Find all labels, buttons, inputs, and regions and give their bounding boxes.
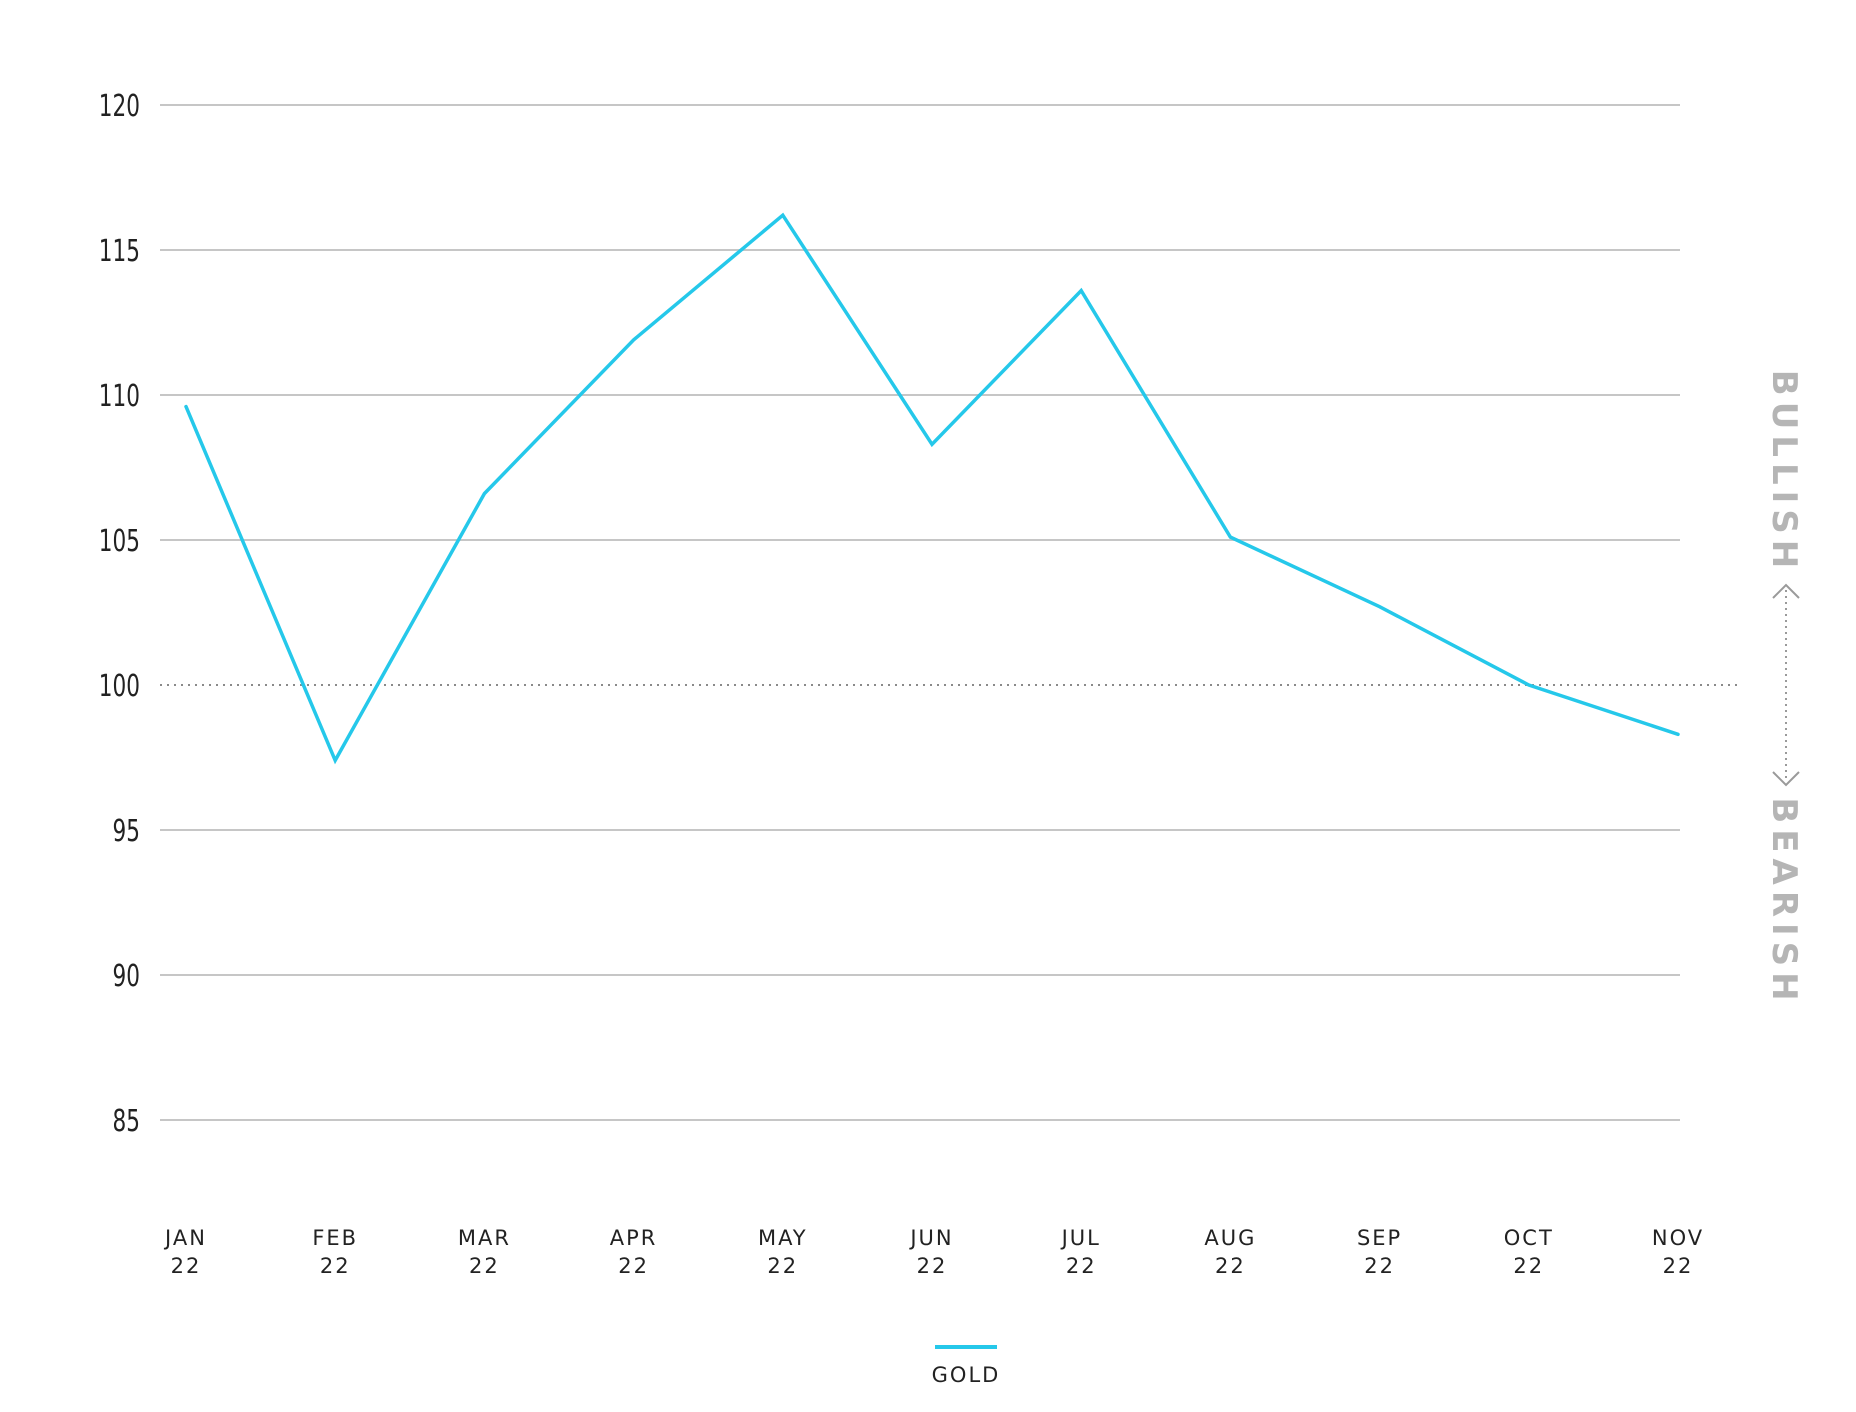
x-tick-year: 22 [618,1254,649,1278]
x-tick-year: 22 [917,1254,948,1278]
x-tick-month: NOV [1652,1226,1704,1250]
legend: GOLD [932,1345,1001,1387]
x-tick-month: MAR [458,1226,511,1250]
x-tick-sep: SEP 22 [1357,1226,1402,1278]
x-tick-apr: APR 22 [610,1226,658,1278]
x-tick-aug: AUG 22 [1204,1226,1256,1278]
y-tick-label: 120 [99,90,140,124]
x-tick-mar: MAR 22 [458,1226,511,1278]
x-tick-year: 22 [320,1254,351,1278]
legend-label-gold: GOLD [932,1363,1001,1387]
x-tick-year: 22 [171,1254,202,1278]
x-tick-month: APR [610,1226,658,1250]
x-tick-year: 22 [1215,1254,1246,1278]
y-tick-label: 85 [113,1105,140,1139]
x-tick-month: JAN [163,1226,207,1250]
x-tick-month: AUG [1204,1226,1256,1250]
y-tick-label: 95 [113,815,140,849]
series-lines [184,212,1680,765]
y-tick-label: 105 [99,525,140,559]
arrow-down-icon [1772,771,1800,787]
y-tick-label: 110 [99,380,140,414]
arrow-up-icon [1772,583,1800,599]
x-tick-year: 22 [1663,1254,1694,1278]
x-tick-year: 22 [1066,1254,1097,1278]
x-axis-ticks: JAN 22 FEB 22 MAR 22 APR 22 MAY 22 JUN 22 JUL 22 AUG 22… [163,1226,1704,1278]
x-tick-oct: OCT 22 [1504,1226,1554,1278]
x-tick-jul: JUL 22 [1060,1226,1101,1278]
bearish-label: BEARISH [1764,797,1804,1006]
x-tick-month: JUN [908,1226,953,1250]
y-axis-ticks: 120 115 110 105 100 95 90 85 [99,90,140,1139]
x-tick-year: 22 [1513,1254,1544,1278]
y-tick-label: 115 [99,235,140,269]
x-tick-month: FEB [312,1226,358,1250]
x-tick-month: SEP [1357,1226,1402,1250]
x-tick-nov: NOV 22 [1652,1226,1704,1278]
x-tick-year: 22 [1364,1254,1395,1278]
sentiment-indicator: BULLISH BEARISH [1764,370,1804,1007]
x-tick-month: JUL [1060,1226,1101,1250]
x-tick-jan: JAN 22 [163,1226,207,1278]
bullish-label: BULLISH [1764,370,1804,574]
gridlines [160,104,1742,1121]
x-tick-feb: FEB 22 [312,1226,358,1278]
x-tick-year: 22 [767,1254,798,1278]
y-tick-label: 90 [113,960,140,994]
x-tick-year: 22 [469,1254,500,1278]
x-tick-month: MAY [758,1226,808,1250]
y-tick-label: 100 [99,670,140,704]
x-tick-may: MAY 22 [758,1226,808,1278]
series-line-gold [184,212,1680,765]
x-tick-month: OCT [1504,1226,1554,1250]
x-tick-jun: JUN 22 [908,1226,953,1278]
